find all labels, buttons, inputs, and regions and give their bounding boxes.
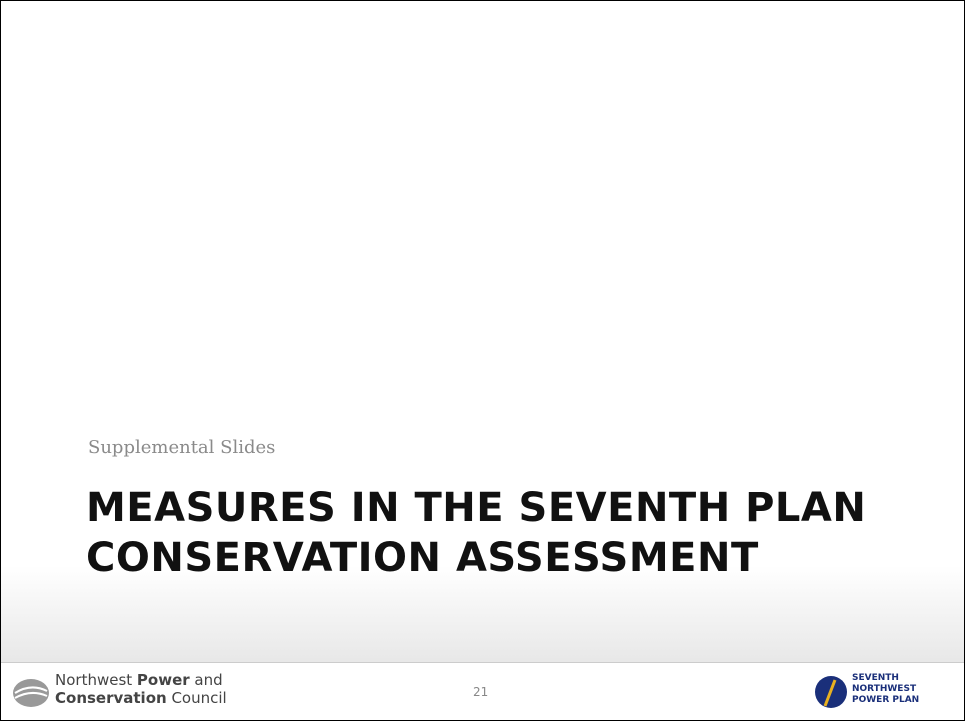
title-line: MEASURES IN THE SEVENTH PLAN [86,485,867,531]
text: and [189,671,223,689]
footer: Northwest Power and Conservation Council… [1,662,964,720]
text: SEVENTH [852,673,899,683]
plan-logo [815,676,847,708]
subtitle: Supplemental Slides [88,437,276,458]
council-name: Northwest Power and Conservation Council [55,671,227,707]
page-number: 21 [473,685,489,699]
text: Northwest [55,671,137,689]
text: NORTHWEST [852,684,917,694]
council-logo [13,679,49,707]
plan-name: SEVENTH NORTHWEST POWER PLAN [852,673,919,706]
text: Council [166,689,227,707]
text: Power [136,671,190,689]
text: Conservation [55,689,167,707]
text: POWER PLAN [852,695,920,705]
title-line: CONSERVATION ASSESSMENT [86,535,759,581]
